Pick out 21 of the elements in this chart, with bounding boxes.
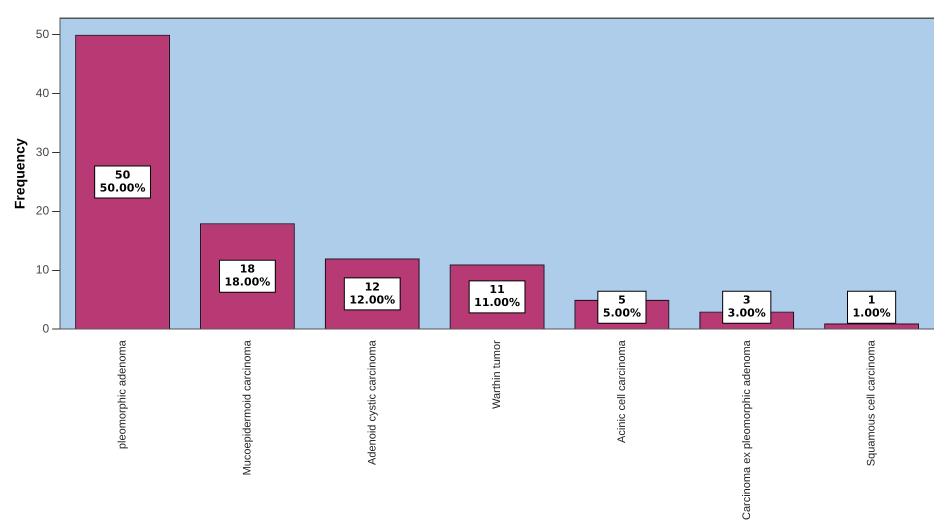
x-tick-label: Warthin tumor — [491, 340, 504, 409]
y-tick-label: 20 — [36, 204, 50, 218]
y-tick-label: 50 — [36, 27, 50, 42]
data-label: 11 11.00% — [474, 283, 520, 310]
data-label: 18 18.00% — [224, 262, 270, 289]
x-tick-label: Acinic cell carcinoma — [616, 339, 628, 443]
data-label: 1 1.00% — [852, 294, 891, 320]
x-tick-label: Adenoid cystic carcinoma — [366, 339, 378, 465]
data-label: 50 50.00% — [100, 168, 146, 194]
y-tick-label: 40 — [36, 86, 50, 100]
x-tick-label: Carcinoma ex pleomorphic adenoma — [740, 339, 753, 520]
y-tick-label: 10 — [36, 262, 50, 277]
data-label: 12 12.00% — [349, 280, 396, 306]
x-tick-label: Mucoepidermoid carcinoma — [241, 339, 254, 476]
data-label: 3 3.00% — [728, 294, 766, 320]
y-tick-label: 30 — [36, 144, 50, 159]
x-tick-label: pleomorphic adenoma — [116, 339, 129, 450]
x-tick-label: Squamous cell carcinoma — [866, 339, 878, 466]
y-axis-title: Frequency — [11, 138, 28, 210]
y-tick-label: 0 — [42, 322, 50, 336]
data-label: 5 5.00% — [602, 294, 641, 320]
